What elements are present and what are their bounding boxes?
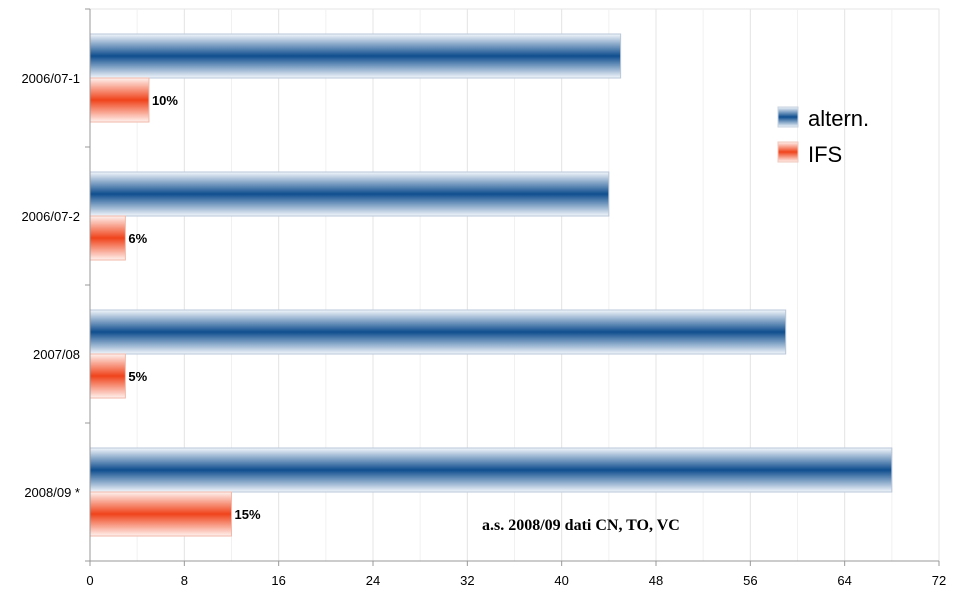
data-label: 6% <box>128 231 147 246</box>
bar-altern <box>89 33 622 79</box>
bar-ifs <box>89 353 126 399</box>
legend: altern. IFS <box>777 106 869 167</box>
annotation-note: a.s. 2008/09 dati CN, TO, VC <box>482 517 680 534</box>
x-tick-label: 16 <box>271 573 285 588</box>
x-tick-label: 56 <box>743 573 757 588</box>
x-tick-label: 40 <box>554 573 568 588</box>
bars: 10% 6% 5% 15% <box>89 33 893 537</box>
category-label: 2006/07-1 <box>21 71 80 86</box>
x-tick-label: 48 <box>649 573 663 588</box>
legend-label-altern: altern. <box>808 106 869 131</box>
data-label: 15% <box>235 507 261 522</box>
category-label: 2008/09 * <box>24 485 80 500</box>
bar-ifs <box>89 215 126 261</box>
bar-altern <box>89 171 610 217</box>
bar-ifs <box>89 491 232 537</box>
y-axis: 2006/07-1 2006/07-2 2007/08 2008/09 * <box>21 8 91 562</box>
legend-label-ifs: IFS <box>808 142 842 167</box>
bar-altern <box>89 447 893 493</box>
x-axis: 0 8 16 24 32 40 48 56 64 72 <box>86 560 946 588</box>
bar-altern <box>89 309 787 355</box>
x-tick-label: 24 <box>366 573 380 588</box>
data-label: 10% <box>152 93 178 108</box>
legend-swatch-altern <box>777 106 799 128</box>
x-tick-label: 72 <box>932 573 946 588</box>
legend-swatch-ifs <box>777 141 799 163</box>
category-label: 2007/08 <box>33 347 80 362</box>
bar-ifs <box>89 77 150 123</box>
x-tick-label: 8 <box>181 573 188 588</box>
x-tick-label: 32 <box>460 573 474 588</box>
x-tick-label: 64 <box>837 573 851 588</box>
category-label: 2006/07-2 <box>21 209 80 224</box>
x-tick-label: 0 <box>86 573 93 588</box>
data-label: 5% <box>128 369 147 384</box>
